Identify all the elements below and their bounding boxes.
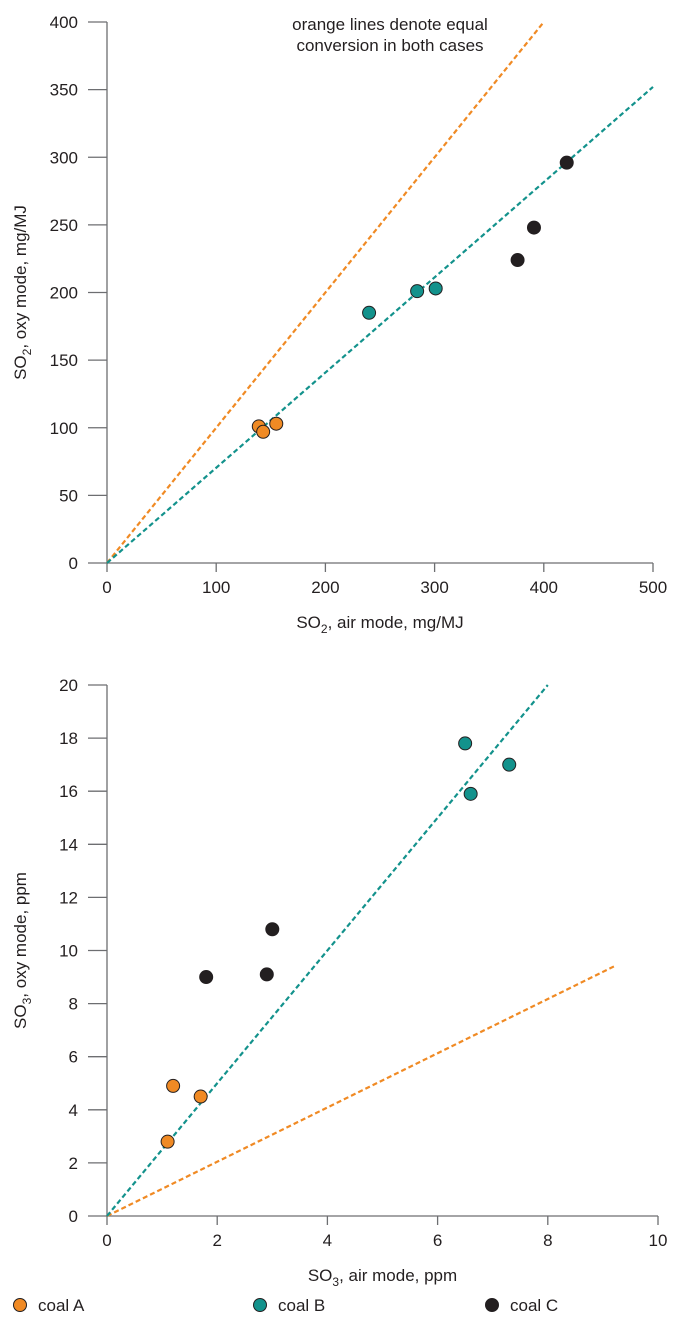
x-tick-label: 200 xyxy=(311,578,339,597)
y-tick-label: 0 xyxy=(69,554,78,573)
x-tick-label: 400 xyxy=(530,578,558,597)
x-tick-label: 0 xyxy=(102,1231,111,1250)
data-point-coal-C xyxy=(510,253,525,268)
data-point-coal-B xyxy=(458,736,473,751)
y-tick-label: 6 xyxy=(69,1048,78,1067)
y-axis-title: SO3, oxy mode, ppm xyxy=(11,872,34,1029)
data-point-coal-B xyxy=(463,786,478,801)
x-tick-label: 0 xyxy=(102,578,111,597)
y-tick-label: 18 xyxy=(59,729,78,748)
so2-scatter-chart: 0 100 200 300 400 500 0 50 100 150 200 250 300 350 400… xyxy=(11,13,667,636)
data-point-coal-C xyxy=(199,970,214,985)
so3-scatter-chart: 0 2 4 6 8 10 0 2 4 6 8 10 12 14 16 18 20 SO3, air mode, p… xyxy=(11,676,667,1289)
data-point-coal-B xyxy=(502,757,517,772)
x-tick-label: 8 xyxy=(543,1231,552,1250)
x-tick-label: 100 xyxy=(202,578,230,597)
data-point-coal-B xyxy=(410,284,425,299)
reference-line xyxy=(106,965,615,1217)
y-tick-label: 12 xyxy=(59,888,78,907)
y-tick-label: 0 xyxy=(69,1207,78,1226)
data-point-coal-B xyxy=(362,305,377,320)
y-tick-label: 2 xyxy=(69,1154,78,1173)
data-point-coal-A xyxy=(166,1078,181,1093)
y-tick-label: 350 xyxy=(50,81,78,100)
data-point-coal-A xyxy=(160,1134,175,1149)
data-point-coal-A xyxy=(256,424,271,439)
y-tick-label: 50 xyxy=(59,486,78,505)
legend-marker-coal-B xyxy=(253,1298,267,1312)
legend: coal A coal B coal C xyxy=(13,1296,558,1315)
y-tick-label: 100 xyxy=(50,419,78,438)
reference-line xyxy=(106,21,545,564)
data-point-coal-C xyxy=(259,967,274,982)
legend-label-coal-B: coal B xyxy=(278,1296,325,1315)
reference-line xyxy=(106,684,549,1217)
x-axis-title: SO3, air mode, ppm xyxy=(308,1266,457,1289)
data-point-coal-C xyxy=(526,220,541,235)
legend-label-coal-C: coal C xyxy=(510,1296,558,1315)
y-tick-label: 4 xyxy=(69,1101,78,1120)
x-tick-label: 2 xyxy=(212,1231,221,1250)
y-tick-label: 150 xyxy=(50,351,78,370)
y-tick-label: 16 xyxy=(59,782,78,801)
y-tick-label: 10 xyxy=(59,942,78,961)
data-point-coal-A xyxy=(269,416,284,431)
x-tick-label: 6 xyxy=(433,1231,442,1250)
legend-label-coal-A: coal A xyxy=(38,1296,85,1315)
y-tick-label: 400 xyxy=(50,13,78,32)
data-point-coal-B xyxy=(428,281,443,296)
y-tick-label: 14 xyxy=(59,835,78,854)
y-tick-label: 250 xyxy=(50,216,78,235)
data-point-coal-C xyxy=(559,155,574,170)
x-tick-label: 300 xyxy=(420,578,448,597)
x-axis-title: SO2, air mode, mg/MJ xyxy=(296,613,463,636)
data-point-coal-A xyxy=(193,1089,208,1104)
y-tick-label: 200 xyxy=(50,284,78,303)
legend-marker-coal-A xyxy=(13,1298,27,1312)
x-tick-label: 10 xyxy=(649,1231,668,1250)
y-tick-label: 300 xyxy=(50,148,78,167)
x-tick-label: 4 xyxy=(323,1231,332,1250)
y-tick-label: 20 xyxy=(59,676,78,695)
annotation-text: orange lines denote equal xyxy=(292,15,488,34)
y-tick-label: 8 xyxy=(69,995,78,1014)
y-axis-title: SO2, oxy mode, mg/MJ xyxy=(11,205,34,380)
annotation-text: conversion in both cases xyxy=(296,36,483,55)
x-tick-label: 500 xyxy=(639,578,667,597)
legend-marker-coal-C xyxy=(485,1298,499,1312)
data-point-coal-C xyxy=(265,922,280,937)
